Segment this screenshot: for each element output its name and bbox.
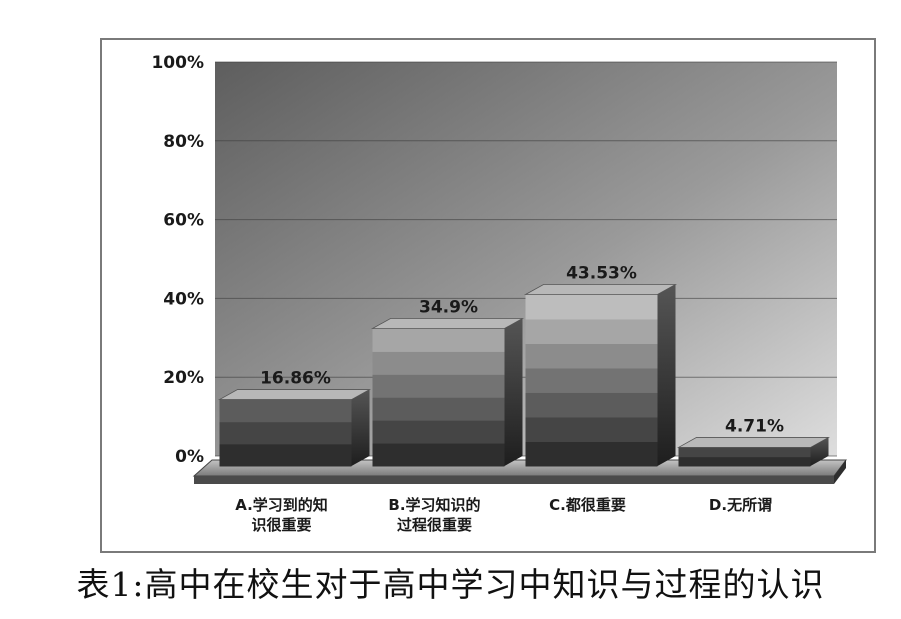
- bar-side: [657, 284, 676, 466]
- bar-band: [372, 328, 505, 352]
- x-category-label: 过程很重要: [397, 516, 472, 534]
- chart-caption: 表1:高中在校生对于高中学习中知识与过程的认识: [76, 565, 825, 604]
- bar-band: [219, 421, 352, 445]
- bar-band: [372, 374, 505, 398]
- bar-band: [525, 343, 658, 369]
- bar-side: [810, 437, 829, 466]
- bar-band: [525, 318, 658, 344]
- bar-top: [217, 389, 372, 400]
- data-label: 4.71%: [725, 416, 784, 436]
- y-tick-label: 60%: [163, 211, 204, 231]
- x-category-label: A.学习到的知: [235, 496, 328, 514]
- bar-top: [523, 284, 678, 295]
- bar-chart: 0% 20% 40% 60% 80% 100% 16.86% 34.9% 43.53% 4.71…: [151, 53, 847, 534]
- bar-band: [525, 367, 658, 393]
- bar-side: [351, 389, 370, 466]
- data-label: 16.86%: [260, 369, 331, 389]
- bar-band: [678, 456, 811, 467]
- bar-top: [676, 437, 831, 448]
- x-category-label: 识很重要: [251, 516, 311, 534]
- bar-top: [370, 318, 525, 329]
- bar-band: [525, 416, 658, 442]
- bar-band: [372, 397, 505, 421]
- chart-floor-side: [834, 460, 846, 484]
- bar-band: [678, 447, 811, 458]
- data-label: 34.9%: [419, 297, 478, 317]
- bar-band: [372, 443, 505, 467]
- bar-band: [525, 441, 658, 467]
- bar: [217, 389, 372, 467]
- x-category-label: D.无所谓: [709, 496, 772, 514]
- y-tick-label: 80%: [163, 132, 204, 152]
- bar: [523, 284, 678, 467]
- bar-band: [372, 420, 505, 444]
- bar: [370, 318, 525, 467]
- chart-floor-edge: [194, 476, 834, 484]
- bar-band: [525, 392, 658, 418]
- bar-band: [219, 443, 352, 467]
- x-category-label: C.都很重要: [549, 496, 626, 514]
- bar-band: [372, 351, 505, 375]
- bar-band: [219, 399, 352, 423]
- y-tick-label: 0%: [175, 447, 204, 467]
- y-tick-label: 20%: [163, 368, 204, 388]
- y-tick-label: 100%: [151, 53, 204, 73]
- y-tick-label: 40%: [163, 289, 204, 309]
- chart-frame: 0% 20% 40% 60% 80% 100% 16.86% 34.9% 43.53% 4.71…: [100, 38, 876, 553]
- bar-side: [504, 318, 523, 466]
- data-label: 43.53%: [566, 263, 637, 283]
- x-category-label: B.学习知识的: [388, 496, 480, 514]
- bar-band: [525, 294, 658, 320]
- bar: [676, 437, 831, 467]
